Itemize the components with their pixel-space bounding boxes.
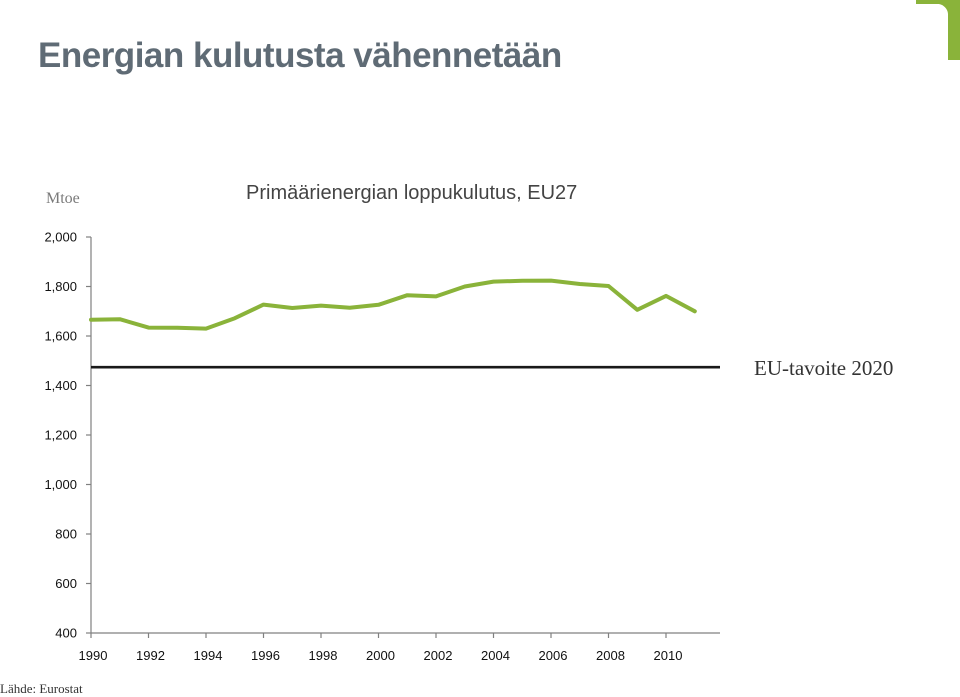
data-point — [89, 318, 93, 322]
data-point — [118, 317, 122, 321]
data-point — [290, 306, 294, 310]
y-tick-label: 1,000 — [44, 477, 77, 492]
data-point — [606, 284, 611, 288]
data-point — [376, 303, 381, 307]
data-point — [578, 282, 582, 286]
data-point — [491, 279, 496, 284]
data-point — [549, 278, 553, 283]
y-tick-label: 1,600 — [44, 329, 77, 344]
data-point — [319, 303, 323, 308]
chart-marks — [89, 278, 720, 369]
data-point — [233, 316, 237, 320]
y-tick-label: 800 — [55, 527, 77, 542]
chart-title: Primäärienergian loppukulutus, EU27 — [246, 182, 578, 204]
series-line — [89, 278, 697, 331]
chart-axes: 400 600 800 1,000 1,200 1,400 1,600 1,800 2,000 1… — [44, 230, 720, 663]
data-point — [204, 326, 208, 331]
y-tick-label: 1,200 — [44, 428, 77, 443]
x-tick-label: 1992 — [136, 648, 165, 663]
x-tick-label: 1994 — [194, 648, 223, 663]
x-tick-label: 2006 — [539, 648, 568, 663]
data-point — [520, 279, 524, 283]
data-point — [175, 326, 179, 330]
y-axis-unit-label: Mtoe — [46, 190, 80, 207]
x-tick-label: 1990 — [79, 648, 108, 663]
data-point — [146, 325, 151, 330]
y-tick-label: 400 — [55, 626, 77, 641]
y-tick-label: 2,000 — [44, 230, 77, 245]
data-point — [693, 309, 697, 313]
source-note: Lähde: Eurostat — [0, 681, 83, 696]
x-tick-label: 1996 — [251, 648, 280, 663]
data-point — [434, 294, 438, 298]
y-tick-label: 1,800 — [44, 279, 77, 294]
x-tick-label: 2002 — [424, 648, 453, 663]
data-point — [405, 293, 409, 297]
corner-logo-icon — [916, 0, 960, 60]
x-tick-label: 2000 — [366, 648, 395, 663]
data-point — [635, 308, 639, 312]
data-point — [348, 306, 352, 310]
data-point — [664, 294, 668, 298]
x-tick-label: 1998 — [309, 648, 338, 663]
data-point — [463, 284, 467, 289]
x-tick-label: 2004 — [481, 648, 510, 663]
target-line-label: EU-tavoite 2020 — [754, 356, 894, 380]
data-point — [261, 302, 266, 307]
slide-title: Energian kulutusta vähennetään — [38, 36, 562, 75]
x-tick-label: 2008 — [596, 648, 625, 663]
y-tick-label: 1,400 — [44, 378, 77, 393]
y-tick-label: 600 — [55, 576, 77, 591]
x-tick-label: 2010 — [654, 648, 683, 663]
